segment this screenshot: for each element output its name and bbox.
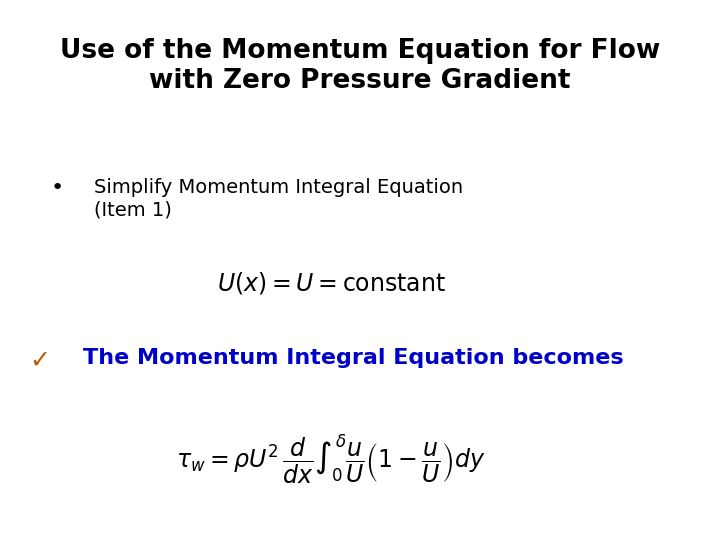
Text: Use of the Momentum Equation for Flow
with Zero Pressure Gradient: Use of the Momentum Equation for Flow wi… [60,38,660,94]
Text: $U(x) = U = \mathrm{constant}$: $U(x) = U = \mathrm{constant}$ [217,270,446,296]
Text: The Momentum Integral Equation becomes: The Momentum Integral Equation becomes [83,348,624,368]
Text: ✓: ✓ [29,348,50,372]
Text: Simplify Momentum Integral Equation
(Item 1): Simplify Momentum Integral Equation (Ite… [94,178,463,219]
Text: •: • [51,178,64,198]
Text: $\tau_w = \rho U^2 \, \dfrac{d}{dx} \int_0^{\delta} \dfrac{u}{U} \left(1 - \dfra: $\tau_w = \rho U^2 \, \dfrac{d}{dx} \int… [176,432,486,485]
